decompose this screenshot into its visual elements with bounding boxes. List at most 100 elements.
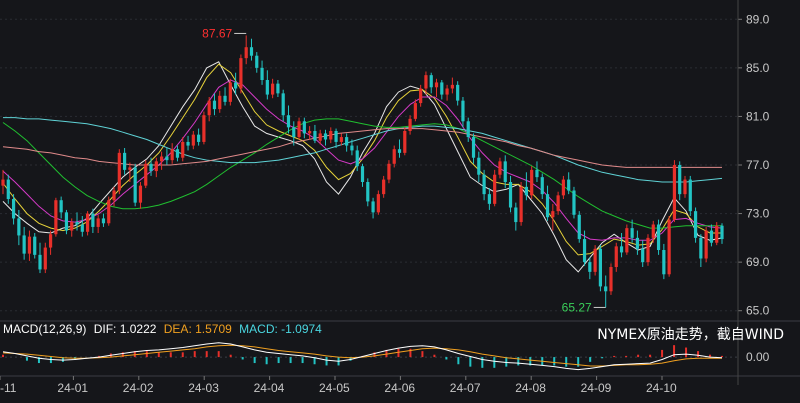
price-tick-label: 89.0 — [746, 12, 770, 26]
candle-body — [96, 218, 100, 227]
price-tick-label: 73.0 — [746, 207, 770, 221]
macd-tick-label: 0.00 — [746, 350, 770, 364]
candle-body — [17, 218, 21, 236]
candle-body — [48, 234, 53, 248]
candle-body — [403, 131, 407, 153]
macd-legend: MACD(12,26,9) DIF: 1.0222 DEA: 1.5709 MA… — [3, 322, 326, 336]
candle-body — [1, 179, 5, 186]
candle-body — [493, 174, 497, 204]
candle-body — [720, 225, 724, 240]
candle-body — [662, 250, 666, 275]
price-tick-label: 85.0 — [746, 61, 770, 75]
candle-body — [482, 174, 486, 195]
candle-body — [323, 133, 328, 140]
moving-average-line — [2, 118, 722, 229]
candle-body — [514, 207, 518, 223]
annotations: 87.67 65.27 — [202, 26, 606, 314]
candle-body — [22, 235, 26, 254]
candle-body — [635, 237, 640, 249]
candle-body — [308, 131, 312, 134]
candle-body — [461, 100, 465, 122]
candle-body — [619, 246, 624, 253]
candle-body — [382, 179, 386, 195]
candle-body — [572, 190, 576, 215]
candle-body — [170, 149, 174, 161]
candle-body — [545, 194, 550, 218]
dif-line — [2, 342, 723, 371]
candle-body — [255, 55, 259, 68]
candle-body — [556, 195, 560, 212]
x-tick-label: 24-04 — [254, 381, 285, 395]
candle-body — [614, 246, 618, 267]
candle-body — [212, 100, 217, 110]
candle-body — [683, 179, 687, 195]
candle-body — [397, 149, 402, 153]
candle-body — [646, 237, 650, 263]
x-tick-label: 24-05 — [319, 381, 350, 395]
candle-body — [297, 121, 301, 138]
candle-body — [366, 182, 370, 202]
candle-body — [350, 145, 354, 151]
candle-body — [218, 95, 222, 110]
candle-body — [244, 47, 248, 59]
candle-body — [302, 121, 306, 134]
price-tick-label: 77.0 — [746, 158, 770, 172]
x-tick-label: 24-08 — [515, 381, 546, 395]
candle-body — [292, 127, 296, 138]
candle-body — [567, 179, 571, 191]
candle-body — [149, 163, 153, 172]
candle-body — [128, 167, 132, 170]
candle-body — [498, 161, 502, 175]
candle-body — [604, 286, 608, 292]
candle-body — [656, 224, 661, 250]
x-tick-label: 24-06 — [384, 381, 415, 395]
candle-body — [228, 82, 232, 102]
candle-body — [477, 157, 481, 175]
candle-body — [392, 149, 396, 164]
candle-body — [191, 134, 195, 146]
price-tick-label: 81.0 — [746, 109, 770, 123]
candle-body — [434, 82, 439, 88]
x-tick-label: 24-01 — [57, 381, 88, 395]
candle-body — [551, 211, 555, 218]
price-tick-label: 65.0 — [746, 304, 770, 318]
moving-average-line — [2, 63, 722, 256]
candle-body — [582, 239, 587, 263]
moving-average-line — [2, 128, 722, 168]
macd-dea: DEA: 1.5709 — [163, 322, 232, 336]
candle-body — [577, 214, 581, 240]
x-tick-label: -11 — [0, 381, 17, 395]
candle-body — [625, 228, 629, 253]
candle-body — [630, 228, 634, 238]
x-tick-label: 24-03 — [188, 381, 219, 395]
x-tick-label: 24-10 — [646, 381, 677, 395]
candle-body — [424, 75, 428, 89]
candle-body — [181, 141, 185, 158]
candle-body — [271, 83, 275, 95]
candle-body — [387, 163, 391, 180]
candle-body — [334, 131, 338, 142]
candle-body — [408, 118, 412, 131]
candle-body — [329, 131, 333, 140]
macd-panel: 0.00 — [0, 342, 770, 371]
candle-body — [85, 213, 90, 232]
candle-body — [508, 182, 513, 208]
candle-body — [33, 236, 37, 255]
candle-body — [265, 80, 269, 95]
candle-body — [339, 137, 343, 142]
candle-body — [138, 185, 143, 203]
candle-body — [672, 165, 677, 220]
candle-body — [239, 58, 243, 89]
candle-body — [540, 177, 544, 195]
candle-body — [64, 212, 69, 231]
candle-body — [80, 224, 84, 232]
candle-body — [27, 236, 32, 254]
candle-body — [487, 194, 491, 204]
candle-body — [360, 166, 365, 182]
candle-body — [699, 237, 703, 259]
high-label: 87.67 — [202, 26, 232, 40]
candle-body — [260, 67, 264, 80]
watermark: NYMEX原油走势，截自WIND — [597, 327, 784, 343]
candle-body — [588, 262, 592, 272]
